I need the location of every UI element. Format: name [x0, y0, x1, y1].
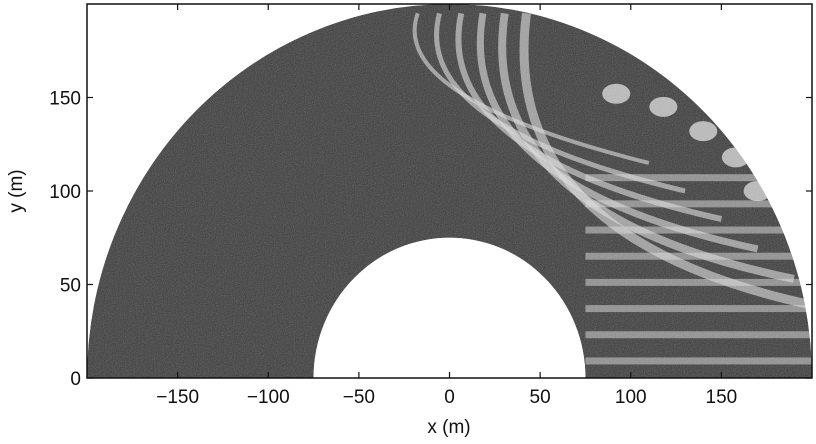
y-tick-label: 150 [49, 89, 81, 110]
x-tick-label: −150 [156, 387, 199, 408]
y-tick-label: 50 [60, 276, 81, 297]
x-tick-label: 50 [530, 387, 551, 408]
y-axis: 0 50 100 150 [49, 89, 812, 390]
x-tick-label: 150 [706, 387, 738, 408]
x-axis-label: x (m) [427, 417, 470, 438]
y-tick-label: 0 [70, 369, 81, 390]
x-tick-label: 0 [444, 387, 455, 408]
y-tick-label: 100 [49, 182, 81, 203]
x-axis: −150 −100 −50 0 50 100 150 [156, 4, 737, 408]
x-tick-label: −50 [343, 387, 375, 408]
x-tick-label: −100 [247, 387, 290, 408]
y-axis-label: y (m) [6, 169, 27, 212]
x-tick-label: 100 [615, 387, 647, 408]
